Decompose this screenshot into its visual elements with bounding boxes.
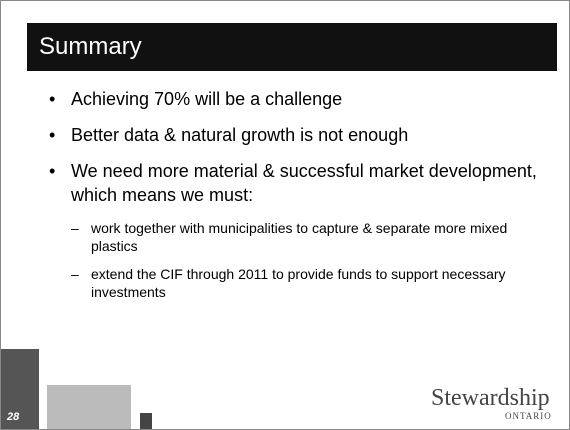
slide-title: Summary [39, 33, 142, 60]
decor-square [47, 385, 131, 429]
bullet-list: Achieving 70% will be a challenge Better … [49, 87, 549, 311]
sub-bullet: extend the CIF through 2011 to provide f… [71, 265, 549, 301]
sub-bullet: work together with municipalities to cap… [71, 219, 549, 255]
bullet: Achieving 70% will be a challenge [49, 87, 549, 111]
decor-square [1, 349, 39, 429]
logo: Stewardship [431, 385, 550, 411]
page-number: 28 [7, 411, 20, 423]
bullet: We need more material & successful marke… [49, 159, 549, 207]
bullet: Better data & natural growth is not enou… [49, 123, 549, 147]
title-bar: Summary [27, 23, 557, 71]
logo-sub: ONTARIO [505, 411, 552, 421]
decor-square [140, 413, 152, 429]
